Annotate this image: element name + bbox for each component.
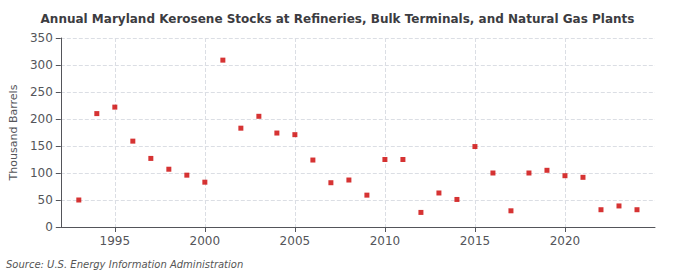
svg-text:1995: 1995: [100, 234, 131, 248]
svg-text:150: 150: [30, 139, 53, 153]
svg-text:350: 350: [30, 31, 53, 45]
svg-text:Annual Maryland Kerosene Stock: Annual Maryland Kerosene Stocks at Refin…: [41, 12, 635, 26]
svg-text:100: 100: [30, 166, 53, 180]
svg-text:Thousand Barrels: Thousand Barrels: [7, 84, 20, 181]
svg-text:200: 200: [30, 112, 53, 126]
svg-text:0: 0: [45, 220, 53, 234]
svg-text:Source: U.S. Energy Informatio: Source: U.S. Energy Information Administ…: [6, 259, 243, 270]
svg-text:250: 250: [30, 85, 53, 99]
svg-text:2010: 2010: [370, 234, 401, 248]
svg-text:300: 300: [30, 58, 53, 72]
svg-text:2005: 2005: [280, 234, 311, 248]
svg-text:2015: 2015: [460, 234, 491, 248]
svg-text:50: 50: [38, 193, 53, 207]
svg-text:2000: 2000: [190, 234, 221, 248]
svg-text:2020: 2020: [550, 234, 581, 248]
